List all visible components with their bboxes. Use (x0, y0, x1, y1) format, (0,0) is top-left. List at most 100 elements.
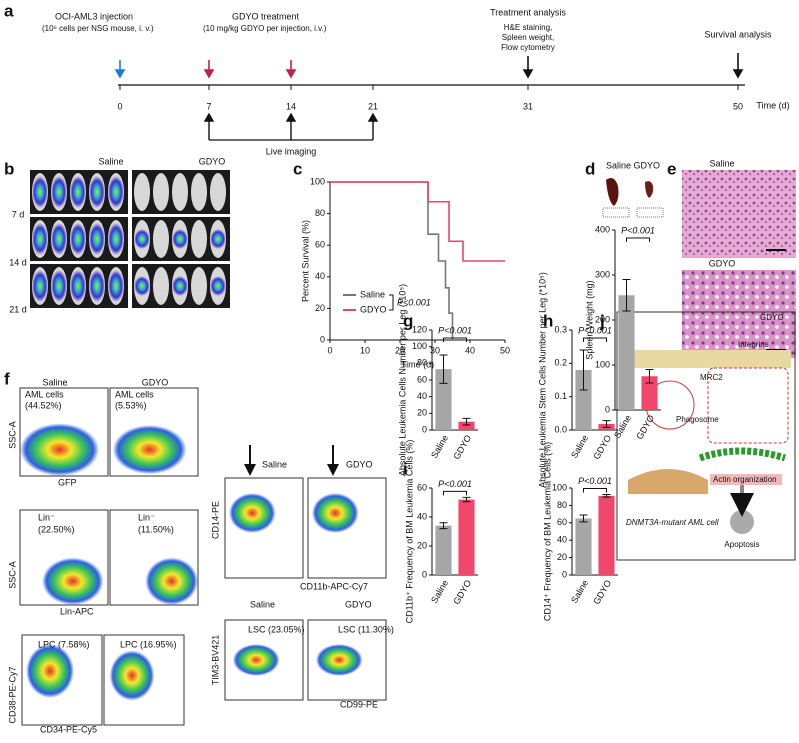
y-tick-label: 20 (315, 303, 325, 313)
signal (89, 223, 105, 255)
density (232, 644, 280, 676)
error-bar (579, 349, 588, 391)
x-tick-label: GDYO (451, 433, 473, 461)
y-axis-label: Absolute Leukemia Cells Number per Leg (… (397, 284, 407, 476)
bar (575, 518, 592, 575)
gate-label: LPC (7.58%) (38, 639, 90, 649)
mouse (191, 267, 207, 305)
imaging-label: Live imaging (266, 146, 317, 156)
group-label: Saline (98, 156, 123, 166)
mouse (191, 220, 207, 258)
signal (210, 276, 226, 296)
gate-label: (5.53%) (115, 400, 147, 410)
error-bar (462, 496, 471, 503)
y-tick-label: 60 (315, 240, 325, 250)
signal (32, 223, 48, 255)
row-label: 21 d (9, 304, 27, 314)
signal (134, 229, 150, 249)
mouse (210, 173, 226, 211)
annotation: P<0.001 (438, 479, 472, 489)
apoptotic-cell (730, 510, 754, 534)
x-tick-label: Saline (612, 413, 633, 440)
signal (172, 276, 188, 296)
panel-a: a OCI-AML3 injection (10⁶ cells per NSG … (4, 1, 790, 156)
density (145, 557, 199, 605)
x-axis-label: Time (d) (401, 359, 434, 369)
group-label: Saline (250, 599, 275, 609)
gate-label: Lin⁻ (38, 512, 55, 522)
error-bar (645, 369, 654, 384)
actin (698, 447, 787, 462)
group-label: GDYO (199, 156, 226, 166)
y-tick-label: 80 (315, 208, 325, 218)
axis-label: CD11b-APC-Cy7 (300, 581, 368, 591)
axis-label: Lin-APC (60, 606, 94, 616)
signal (89, 270, 105, 302)
y-axis-label: Spleen Weight (mg) (584, 280, 594, 359)
bracket (443, 337, 467, 342)
y-axis-label: CD11b⁺ Frequency of BM Leukemia Cells (%… (404, 440, 414, 624)
y-tick-label: 0 (422, 569, 427, 579)
panel-label: h (543, 311, 553, 330)
mouse (153, 173, 169, 211)
annotation: P<0.001 (621, 225, 655, 235)
gate-label: AML cells (115, 389, 154, 399)
x-tick-label: 50 (500, 345, 510, 355)
annotation: P<0.001 (438, 325, 472, 335)
x-tick-label: Saline (569, 578, 590, 605)
y-axis-label: Absolute Leukemia Stem Cells Number per … (537, 272, 547, 488)
y-tick-label: 0 (562, 569, 567, 579)
survival-line (330, 181, 505, 262)
membrane (621, 350, 791, 368)
arrow (285, 60, 297, 79)
annotation: P<0.001 (578, 325, 612, 335)
diagram-frame (616, 311, 796, 561)
signal (51, 176, 67, 208)
bar (575, 370, 592, 430)
y-tick-label: 200 (595, 314, 610, 324)
label: GDYO (760, 313, 784, 322)
arrow (114, 60, 126, 79)
x-tick-label: 20 (395, 345, 405, 355)
spleen-image (645, 181, 654, 198)
panel-j: j GDYO MRC2 Integrins Phagosome Actin or… (599, 311, 796, 561)
signal (51, 223, 67, 255)
mouse (134, 173, 150, 211)
axis-label: CD38-PE-Cy7 (7, 666, 17, 723)
density (42, 557, 104, 605)
label: Apoptosis (724, 540, 759, 549)
mouse (191, 173, 207, 211)
signal (210, 229, 226, 249)
bracket (583, 337, 607, 342)
density (315, 644, 363, 676)
day-label: 14 (286, 101, 296, 111)
panel-label: d (585, 159, 595, 178)
signal (32, 176, 48, 208)
x-tick-label: 10 (360, 345, 370, 355)
gate-label: Lin⁻ (138, 512, 155, 522)
y-tick-label: 0.2 (554, 358, 567, 368)
y-tick-label: 40 (315, 271, 325, 281)
y-tick-label: 40 (417, 511, 427, 521)
error-bar (622, 279, 631, 312)
label: Integrins (738, 340, 769, 349)
mouse (172, 173, 188, 211)
y-tick-label: 40 (557, 535, 567, 545)
group-label: GDYO (345, 599, 372, 609)
gate-label: AML cells (25, 389, 64, 399)
panel-e: e Saline GDYO (667, 158, 796, 358)
label: DNMT3A-mutant AML cell (626, 518, 719, 527)
label: Actin organization (713, 475, 777, 484)
gate-label: LSC (23.05%) (248, 624, 305, 634)
axis-label: SSC-A (7, 561, 17, 589)
arrow (285, 112, 297, 140)
density (228, 493, 276, 533)
signal (172, 229, 188, 249)
axis-label: TIM3-BV421 (210, 635, 220, 686)
legend-label: GDYO (360, 304, 387, 314)
x-tick-label: 0 (327, 345, 332, 355)
survival-line (330, 181, 454, 340)
bar (458, 421, 475, 430)
error-bar (602, 494, 611, 498)
bracket (626, 237, 650, 242)
